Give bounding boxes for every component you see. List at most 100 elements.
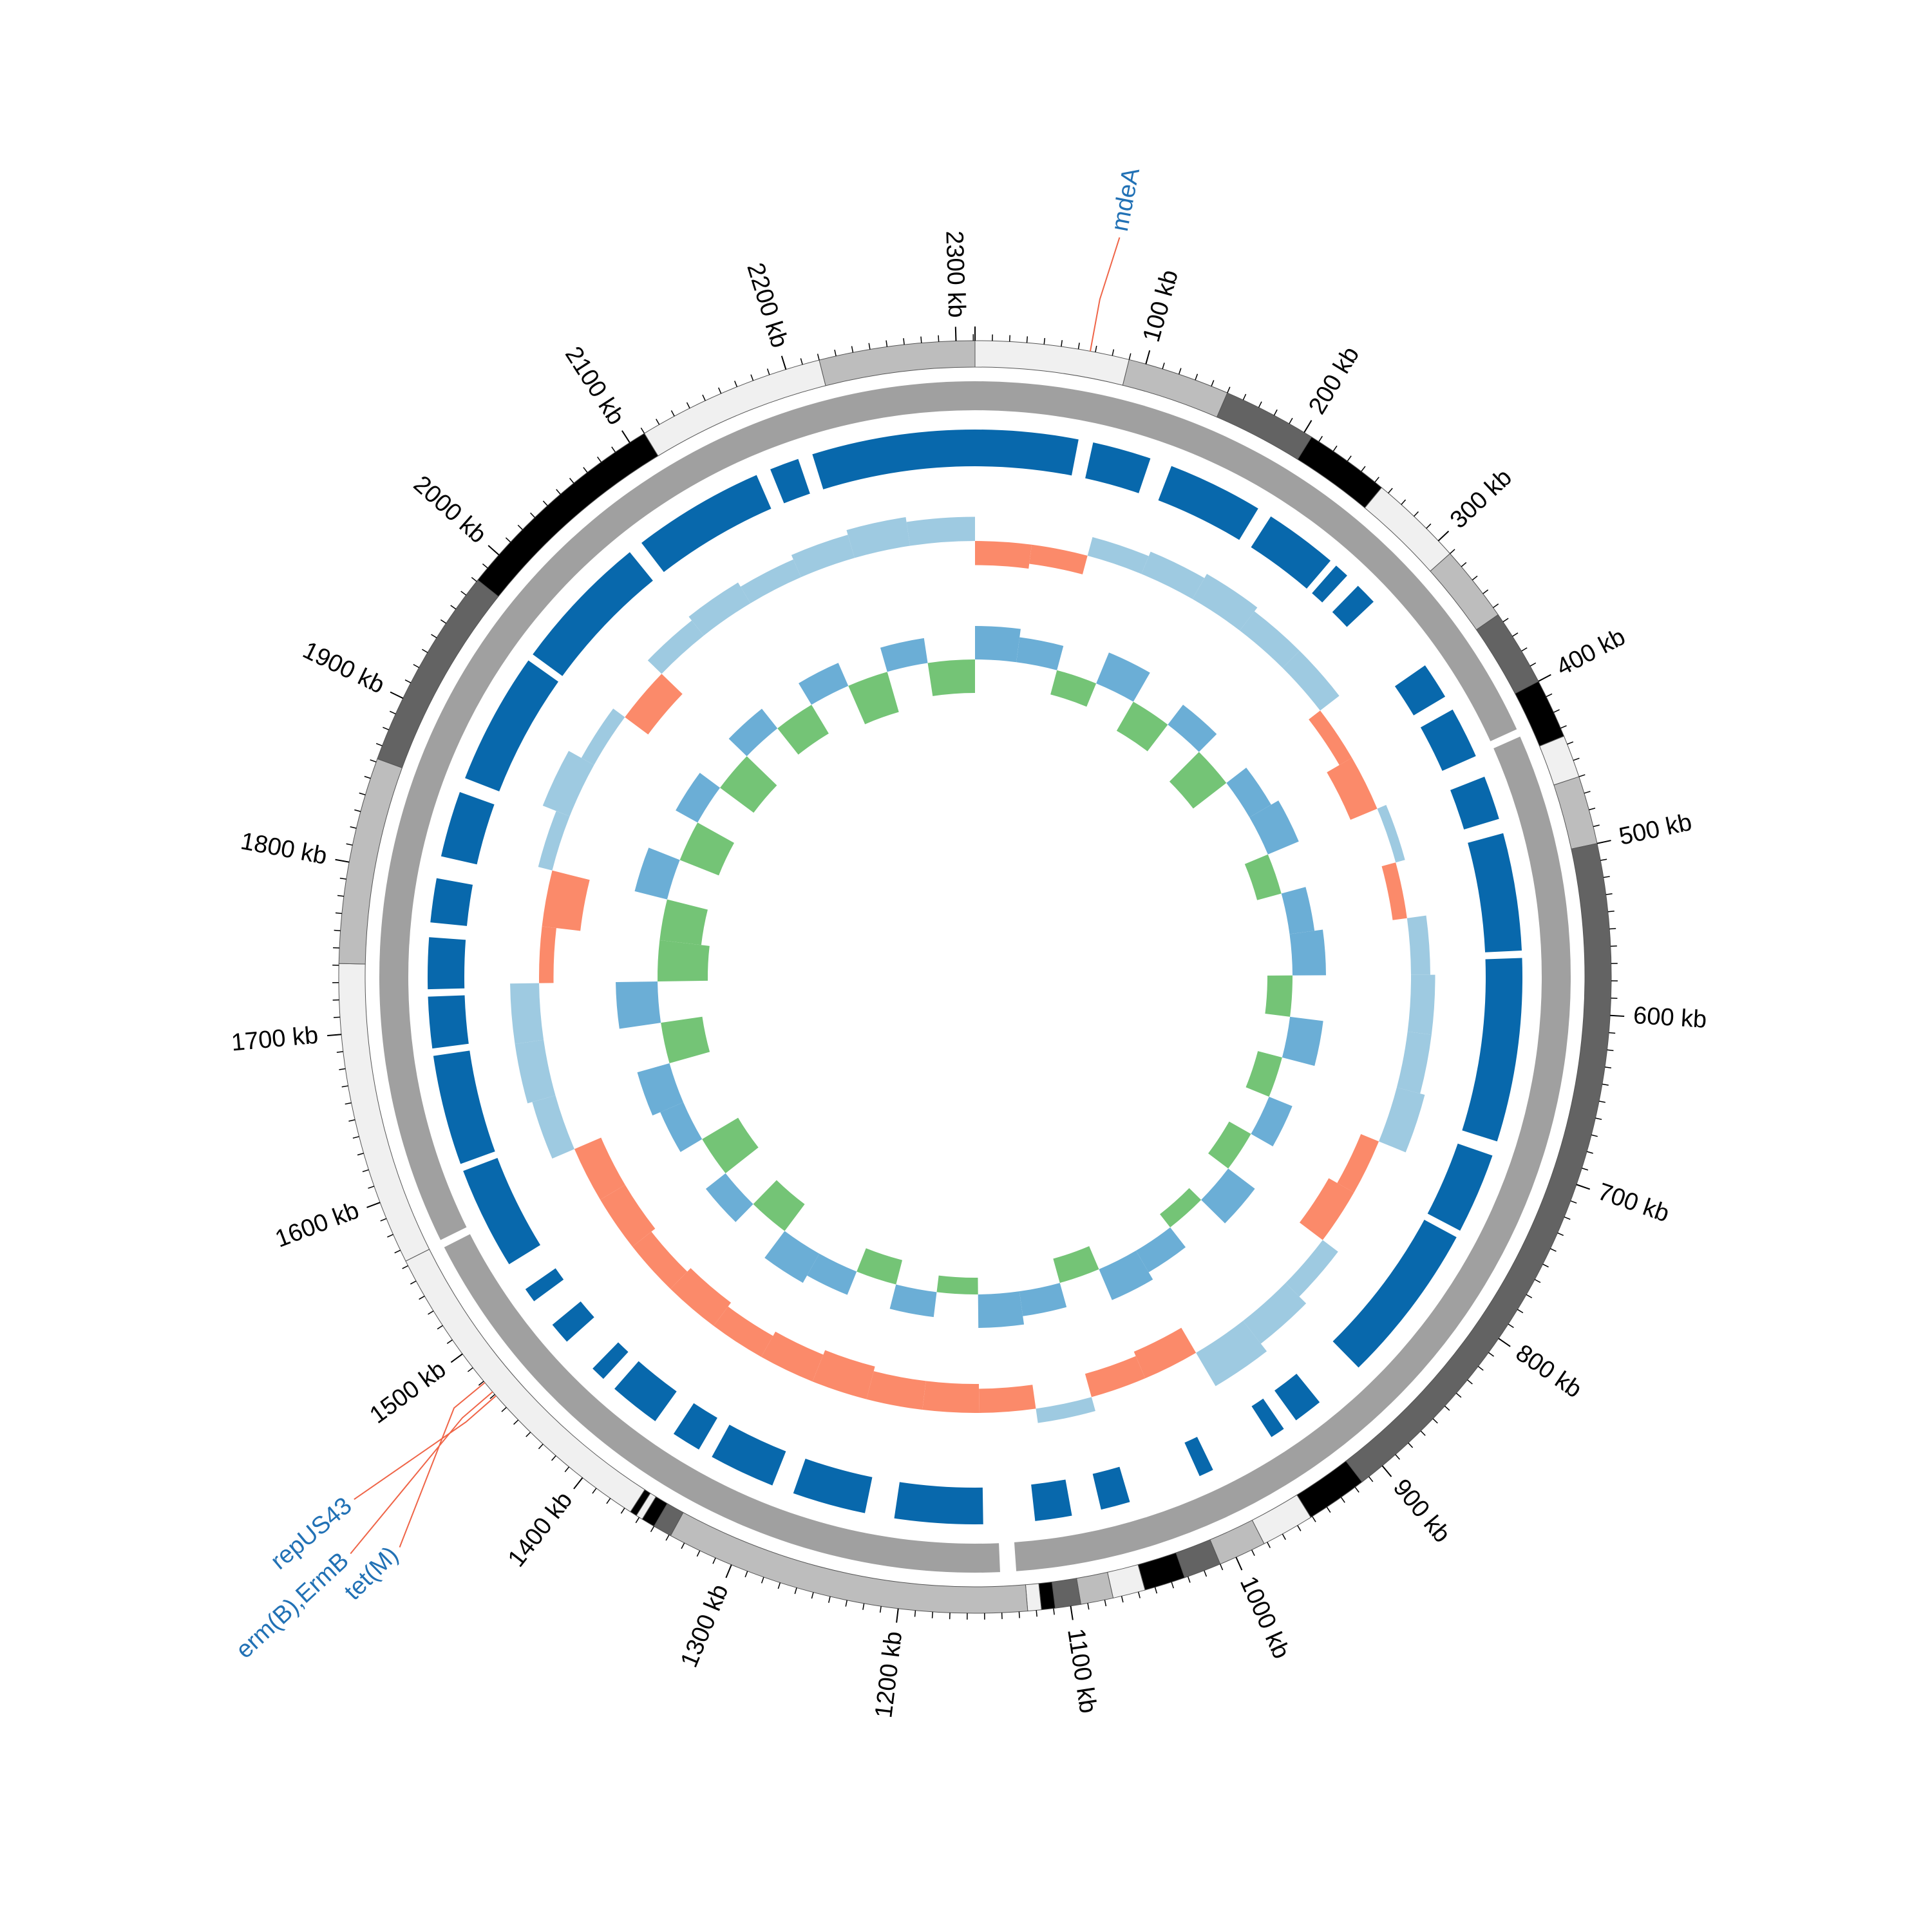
minor-tick: [551, 1455, 556, 1461]
annotation-label: tet(M): [339, 1541, 404, 1605]
major-tick: [725, 1564, 732, 1578]
minor-tick: [1602, 1083, 1609, 1086]
minor-tick: [1395, 1454, 1401, 1460]
tick-label: 2200 kb: [741, 260, 793, 351]
gc-skew-bar: [1327, 757, 1378, 820]
minor-tick: [1297, 1525, 1302, 1531]
gc-skew-bar: [539, 926, 556, 983]
tick-label: 600 kb: [1633, 1002, 1707, 1034]
minor-tick: [744, 1571, 748, 1578]
minor-tick: [696, 1550, 701, 1557]
gc-content-bar: [1226, 767, 1271, 818]
tick-label: 500 kb: [1616, 809, 1694, 851]
minor-tick: [1251, 1549, 1255, 1556]
minor-tick: [1401, 499, 1406, 505]
hit-block: [614, 1361, 677, 1421]
minor-tick: [681, 1542, 685, 1549]
minor-tick: [1546, 693, 1553, 697]
minor-tick: [350, 826, 357, 829]
hit-block: [465, 660, 558, 791]
minor-tick: [1227, 386, 1231, 393]
tick-label: 1000 kb: [1235, 1572, 1295, 1663]
cds-block: [379, 381, 975, 1240]
gc-skew-bar: [1406, 915, 1430, 975]
minor-tick: [761, 1577, 764, 1584]
major-tick: [1498, 1338, 1511, 1347]
gc-skew-bar: [574, 1137, 625, 1200]
gc-skew-bar: [812, 1350, 875, 1399]
gc-content-bar: [659, 899, 708, 945]
major-tick: [488, 545, 500, 556]
minor-tick: [1502, 618, 1509, 623]
minor-tick: [348, 1119, 355, 1122]
gc-content-bar: [1282, 1016, 1323, 1066]
minor-tick: [1408, 1443, 1414, 1448]
hit-block: [592, 1342, 629, 1379]
minor-tick: [718, 387, 722, 394]
gc-skew-bar: [1381, 862, 1407, 920]
major-tick: [1145, 350, 1151, 365]
minor-tick: [583, 467, 588, 473]
gc-skew-bar: [1337, 1134, 1379, 1193]
hit-block: [552, 1301, 594, 1342]
contig: [1076, 1571, 1114, 1605]
minor-tick: [670, 410, 675, 417]
minor-tick: [879, 1606, 882, 1613]
minor-tick: [428, 1310, 434, 1315]
hit-block: [1251, 1398, 1284, 1437]
minor-tick: [387, 1234, 393, 1238]
hit-block: [428, 995, 469, 1049]
gc-content-bar: [1016, 637, 1064, 670]
gc-skew-bar: [542, 750, 594, 817]
minor-tick: [1137, 1591, 1141, 1598]
hit-block: [1312, 565, 1347, 603]
major-tick: [781, 355, 787, 370]
minor-tick: [1508, 1323, 1514, 1329]
hit-block: [673, 1403, 717, 1450]
contig: [1025, 1583, 1042, 1612]
gc-skew-bar: [1243, 1283, 1307, 1344]
minor-tick: [1340, 1497, 1345, 1503]
minor-tick: [422, 649, 428, 653]
hit-block: [1092, 1466, 1130, 1510]
minor-tick: [564, 1466, 570, 1472]
gc-skew-bar: [688, 582, 751, 636]
minor-tick: [404, 679, 412, 683]
gc-skew-bar: [975, 541, 1032, 569]
gc-content-bar: [880, 638, 928, 672]
gc-skew-bar: [922, 1381, 980, 1413]
tick-label: 800 kb: [1511, 1340, 1587, 1403]
minor-tick: [517, 524, 523, 530]
minor-tick: [1582, 1168, 1589, 1171]
gc-skew-bar: [1285, 1240, 1338, 1297]
hit-block: [1450, 777, 1499, 829]
contig: [819, 340, 976, 386]
gc-skew-bar: [906, 516, 975, 546]
minor-tick: [1318, 435, 1323, 442]
minor-tick: [357, 1153, 364, 1156]
major-tick: [1538, 674, 1551, 682]
minor-tick: [526, 1432, 531, 1437]
gc-content-bar: [1249, 800, 1299, 855]
minor-tick: [380, 1218, 387, 1222]
minor-tick: [410, 1280, 417, 1285]
gc-content-bar: [936, 1275, 978, 1294]
gc-content-bar: [720, 756, 777, 813]
minor-tick: [339, 1068, 346, 1070]
minor-tick: [1204, 1570, 1208, 1577]
major-tick: [1235, 1557, 1243, 1571]
minor-tick: [1036, 1610, 1037, 1617]
minor-tick: [413, 664, 420, 668]
major-tick: [1381, 1465, 1392, 1477]
gc-content-bar: [679, 822, 734, 876]
gc-content-bar: [1116, 701, 1168, 752]
minor-tick: [712, 1557, 716, 1564]
minor-tick: [1553, 709, 1560, 713]
minor-tick: [1220, 1564, 1224, 1571]
contig: [1051, 1578, 1082, 1609]
minor-tick: [1273, 409, 1278, 416]
gc-skew-bar: [1377, 804, 1405, 863]
minor-tick: [656, 419, 660, 425]
minor-tick: [1584, 791, 1591, 794]
minor-tick: [1312, 1516, 1316, 1522]
